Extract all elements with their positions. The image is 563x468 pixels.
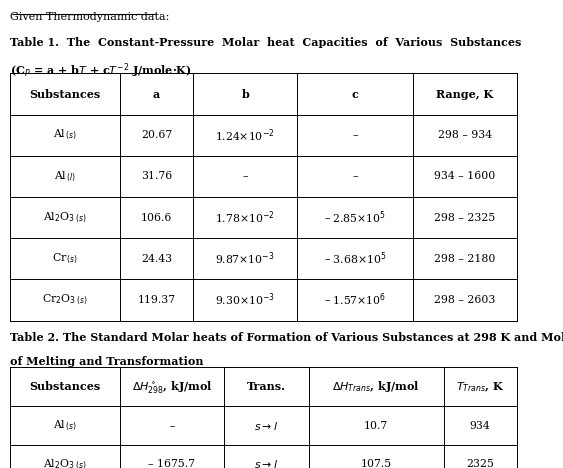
Text: 9.87×10$^{-3}$: 9.87×10$^{-3}$ [216,250,275,267]
Text: 298 – 2325: 298 – 2325 [434,212,495,223]
Text: – 1675.7: – 1675.7 [149,460,195,468]
Text: Given Thermodynamic data:: Given Thermodynamic data: [10,12,169,22]
Text: Cr$_2$O$_3$$_{\,(s)}$: Cr$_2$O$_3$$_{\,(s)}$ [42,293,88,307]
Text: –: – [243,171,248,182]
Text: –: – [352,130,358,140]
Text: Al$_{\,(s)}$: Al$_{\,(s)}$ [53,418,77,433]
Text: $s \rightarrow l$: $s \rightarrow l$ [254,420,278,431]
Text: of Melting and Transformation: of Melting and Transformation [10,356,204,367]
Text: 934: 934 [470,421,490,431]
Bar [10,367,517,468]
Text: – 2.85×10$^5$: – 2.85×10$^5$ [324,209,386,226]
Text: 298 – 2603: 298 – 2603 [434,295,495,305]
Text: 24.43: 24.43 [141,254,172,264]
Text: 20.67: 20.67 [141,130,172,140]
Bar [10,73,517,321]
Text: Cr$_{\,(s)}$: Cr$_{\,(s)}$ [52,252,78,266]
Text: Table 2. The Standard Molar heats of Formation of Various Substances at 298 K an: Table 2. The Standard Molar heats of For… [10,332,563,344]
Text: 298 – 934: 298 – 934 [437,130,492,140]
Text: Trans.: Trans. [247,381,286,392]
Text: – 3.68×10$^5$: – 3.68×10$^5$ [324,250,386,267]
Text: 1.24×10$^{-2}$: 1.24×10$^{-2}$ [216,127,275,144]
Text: (C$_P$ = a + b$T$ + c$T^{-2}$ J/mole·K): (C$_P$ = a + b$T$ + c$T^{-2}$ J/mole·K) [10,62,192,80]
Text: c: c [351,88,359,100]
Text: Al$_2$O$_3$$_{\,(s)}$: Al$_2$O$_3$$_{\,(s)}$ [43,211,87,225]
Text: $T_{Trans}$, K: $T_{Trans}$, K [456,380,504,394]
Text: a: a [153,88,160,100]
Text: 31.76: 31.76 [141,171,172,182]
Text: 107.5: 107.5 [360,460,392,468]
Text: $\Delta H^\circ_{298}$, kJ/mol: $\Delta H^\circ_{298}$, kJ/mol [132,379,212,395]
Text: Al$_2$O$_3$$_{\,(s)}$: Al$_2$O$_3$$_{\,(s)}$ [43,457,87,468]
Text: Range, K: Range, K [436,88,493,100]
Text: 298 – 2180: 298 – 2180 [434,254,495,264]
Text: 9.30×10$^{-3}$: 9.30×10$^{-3}$ [215,292,275,308]
Text: 10.7: 10.7 [364,421,388,431]
Text: 119.37: 119.37 [137,295,176,305]
Text: 2325: 2325 [466,460,494,468]
Text: – 1.57×10$^6$: – 1.57×10$^6$ [324,292,386,308]
Text: Al$_{\,(l)}$: Al$_{\,(l)}$ [54,169,76,183]
Text: Substances: Substances [29,88,101,100]
Text: 106.6: 106.6 [141,212,172,223]
Text: –: – [169,421,175,431]
Text: $\Delta H_{Trans}$, kJ/mol: $\Delta H_{Trans}$, kJ/mol [332,379,420,395]
Text: 1.78×10$^{-2}$: 1.78×10$^{-2}$ [216,209,275,226]
Text: Substances: Substances [29,381,101,392]
Text: Al$_{\,(s)}$: Al$_{\,(s)}$ [53,128,77,142]
Text: $s \rightarrow l$: $s \rightarrow l$ [254,459,278,468]
Text: Table 1.  The  Constant-Pressure  Molar  heat  Capacities  of  Various  Substanc: Table 1. The Constant-Pressure Molar hea… [10,37,521,49]
Text: –: – [352,171,358,182]
Text: b: b [242,88,249,100]
Text: 934 – 1600: 934 – 1600 [434,171,495,182]
